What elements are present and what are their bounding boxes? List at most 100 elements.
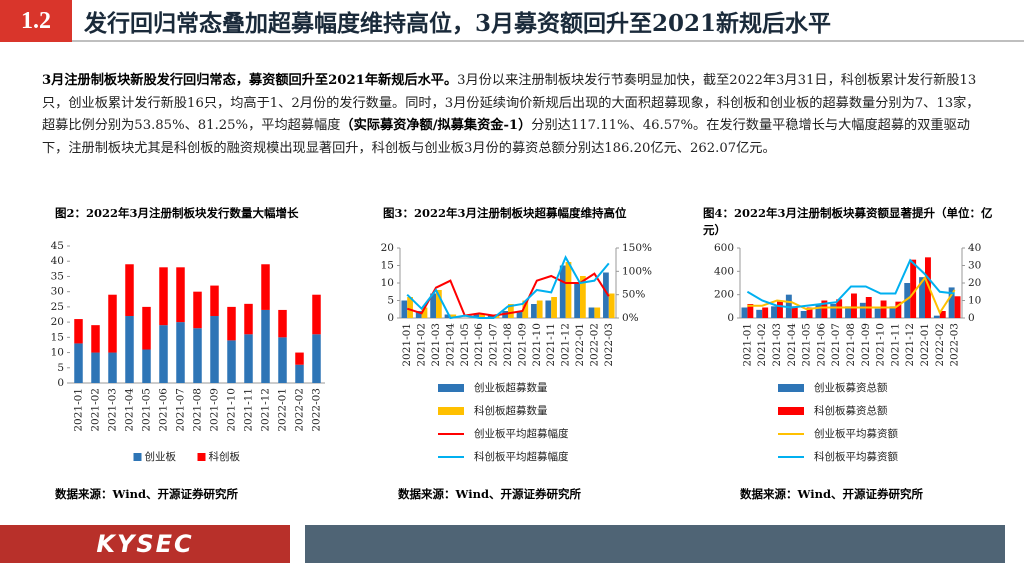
x-tick-label: 2021-11	[243, 388, 255, 432]
bar	[933, 315, 940, 318]
x-tick-label: 2021-07	[830, 323, 842, 367]
x-tick-label: 2021-03	[771, 323, 783, 367]
y-tick-label: 25	[51, 301, 64, 313]
bar	[851, 293, 857, 318]
legend-label: 科创板平均超募幅度	[474, 450, 569, 463]
y-tick-label: 0	[387, 312, 394, 324]
y-tick-label: 150%	[622, 242, 652, 254]
bar	[108, 294, 117, 353]
bar	[756, 309, 763, 318]
logo: KYSEC	[0, 525, 290, 563]
x-tick-label: 2021-07	[175, 388, 187, 432]
bar	[836, 299, 843, 318]
line	[746, 258, 955, 309]
y-tick-label: 10	[381, 277, 394, 289]
x-tick-label: 2022-01	[277, 388, 289, 432]
x-tick-label: 2022-02	[934, 323, 946, 367]
bar	[565, 262, 572, 318]
bar	[791, 306, 798, 318]
x-tick-label: 2021-02	[416, 323, 428, 367]
legend-label: 创业板募资总额	[814, 381, 888, 394]
chart: 0 200 400 600 0 10 20 30 40 2021-01 2021-02 2021-03…	[714, 242, 981, 463]
legend-label: 科创板募资总额	[814, 404, 888, 417]
legend-label: 创业板平均超募幅度	[474, 427, 569, 440]
bar	[176, 267, 185, 323]
y-tick-label: 100%	[622, 265, 652, 277]
bar	[603, 272, 609, 318]
y-tick-label: 0	[57, 377, 64, 389]
bar	[415, 311, 422, 318]
x-tick-label: 2021-08	[845, 323, 857, 367]
x-tick-label: 2021-12	[560, 323, 572, 367]
chart-source: 数据来源：Wind、开源证券研究所	[55, 487, 238, 501]
bar	[312, 334, 321, 383]
bar	[193, 328, 202, 383]
legend-swatch	[197, 453, 206, 461]
bar	[125, 264, 134, 317]
y-tick-label: 10	[968, 295, 981, 307]
bar	[939, 311, 946, 318]
bar	[954, 296, 961, 318]
bar	[910, 259, 917, 318]
paragraph-text: 3月注册制板块新股发行回归常态，募资额回升至2021年新规后水平。	[42, 73, 458, 88]
bar	[806, 307, 813, 318]
x-tick-label: 2021-01	[741, 323, 753, 367]
x-tick-label: 2021-06	[158, 388, 170, 432]
bar	[889, 306, 896, 318]
x-tick-label: 2022-02	[588, 323, 600, 367]
legend-swatch	[438, 384, 464, 392]
bar	[142, 306, 151, 350]
y-tick-label: 20	[51, 316, 64, 328]
y-tick-label: 30	[51, 286, 64, 298]
legend-label: 创业板平均募资额	[814, 427, 898, 440]
bar	[261, 264, 270, 310]
legend-label: 创业板	[145, 450, 177, 463]
paragraph-text: （实际募资净额/拟募集资金-1）	[340, 118, 532, 133]
legend-swatch	[133, 453, 142, 461]
bar	[278, 337, 287, 383]
x-tick-label: 2022-03	[949, 323, 961, 367]
bar	[450, 314, 457, 318]
chart-title: 图2：2022年3月注册制板块发行数量大幅增长	[55, 206, 299, 220]
bar	[559, 265, 566, 318]
bar	[747, 304, 754, 318]
bar	[444, 314, 451, 318]
bar	[574, 283, 580, 318]
chart-source: 数据来源：Wind、开源证券研究所	[398, 487, 581, 501]
bar	[845, 306, 851, 318]
bar	[176, 322, 185, 383]
y-tick-label: 0	[968, 312, 975, 324]
bar	[904, 283, 911, 318]
bar	[821, 300, 828, 318]
x-tick-label: 2021-10	[226, 388, 238, 432]
x-tick-label: 2021-03	[430, 323, 442, 367]
bar	[830, 304, 837, 318]
y-tick-label: 0	[727, 312, 734, 324]
x-tick-label: 2021-10	[875, 323, 887, 367]
header-rule	[72, 40, 1024, 42]
y-tick-label: 30	[968, 260, 981, 272]
legend-label: 创业板超募数量	[474, 381, 548, 394]
paragraph-text: 3月份以来注册制板块发行节奏明显加快，截至2022年3月31日，科创板累计发行新…	[42, 73, 980, 133]
x-tick-label: 2021-04	[786, 323, 798, 367]
y-tick-label: 20	[381, 242, 394, 254]
x-tick-label: 2021-09	[860, 323, 872, 367]
bar	[479, 314, 485, 318]
bar	[244, 334, 253, 383]
x-tick-label: 2021-01	[73, 388, 85, 432]
bar	[815, 304, 822, 318]
y-tick-label: 40	[51, 255, 64, 267]
x-tick-label: 2021-11	[889, 323, 901, 367]
bar	[227, 306, 236, 341]
bar	[421, 307, 428, 318]
bar	[925, 257, 931, 318]
legend-label: 科创板超募数量	[474, 404, 548, 417]
bar	[762, 307, 769, 318]
legend-label: 科创板	[209, 450, 241, 463]
bar	[919, 277, 925, 318]
line	[406, 255, 610, 320]
y-tick-label: 200	[714, 289, 734, 301]
y-tick-label: 45	[51, 240, 64, 252]
bar	[91, 352, 100, 383]
